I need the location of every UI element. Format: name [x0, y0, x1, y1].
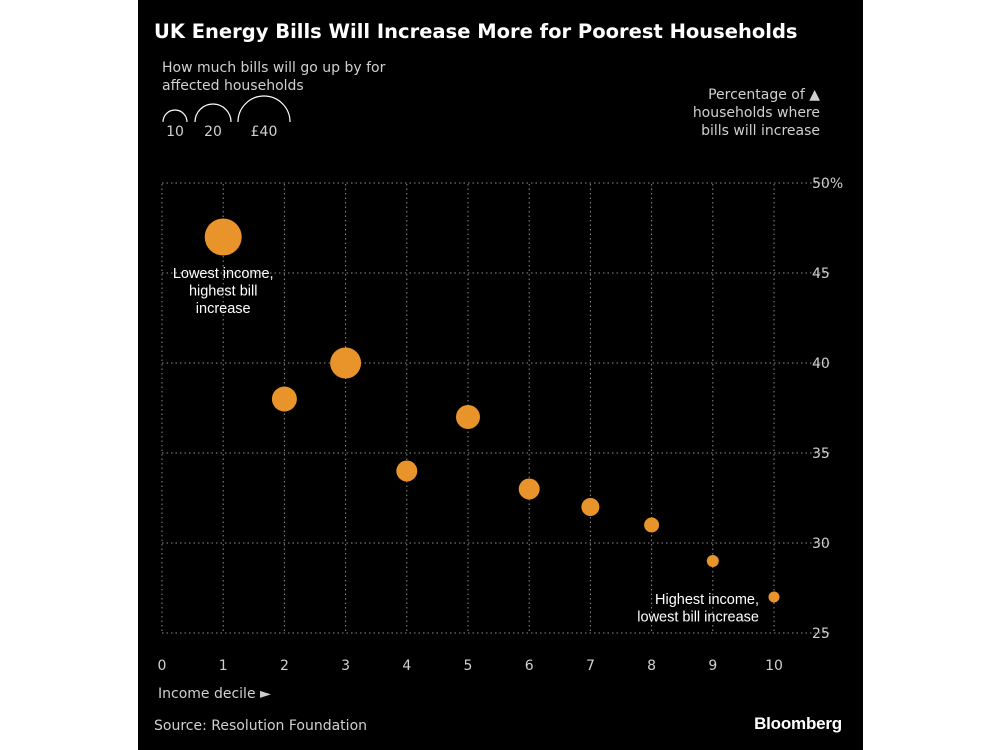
x-tick-label: 2 [280, 658, 289, 674]
size-legend-arc [162, 109, 188, 123]
bubbles [204, 218, 780, 603]
chart-title: UK Energy Bills Will Increase More for P… [154, 20, 798, 43]
x-tick-label: 3 [341, 658, 350, 674]
x-tick-label: 5 [464, 658, 473, 674]
bubble [706, 555, 719, 567]
size-legend-label: £40 [251, 124, 278, 140]
x-tick-label: 6 [525, 658, 534, 674]
size-legend: 10 20 £40 [162, 95, 291, 140]
y-tick-label: 25 [812, 626, 830, 642]
x-tick-label: 1 [219, 658, 228, 674]
size-legend-arc [194, 103, 232, 123]
x-tick-label: 4 [402, 658, 411, 674]
bubble [644, 517, 660, 533]
annotation-label: increase [196, 301, 251, 317]
source-note: Source: Resolution Foundation [154, 718, 368, 734]
y-tick-label: 45 [812, 266, 830, 282]
bubble [396, 460, 418, 482]
gridlines [161, 182, 830, 634]
annotation-label: Lowest income, [173, 266, 274, 282]
size-legend-title: How much bills will go up by for affecte… [162, 60, 386, 94]
x-axis-ticks: 0 1 2 3 4 5 6 7 8 9 10 [158, 658, 783, 674]
annotation-label: highest bill [189, 284, 258, 300]
y-tick-label: 35 [812, 446, 830, 462]
bubble [768, 591, 780, 603]
bubble [456, 405, 480, 429]
bubble [518, 478, 540, 500]
bubble [271, 386, 297, 412]
y-tick-label: 30 [812, 536, 830, 552]
chart-panel: UK Energy Bills Will Increase More for P… [138, 0, 863, 750]
bubble [204, 218, 242, 256]
bloomberg-logo: Bloomberg [754, 714, 842, 733]
x-tick-label: 10 [765, 658, 783, 674]
y-tick-label: 40 [812, 356, 830, 372]
size-legend-arc [237, 95, 291, 123]
x-tick-label: 7 [586, 658, 595, 674]
x-tick-label: 9 [708, 658, 717, 674]
x-tick-label: 8 [647, 658, 656, 674]
bubble [330, 347, 362, 379]
x-axis-title: Income decile ► [158, 686, 271, 702]
y-axis-ticks: 25 30 35 40 45 50% [812, 176, 843, 642]
size-legend-label: 10 [166, 124, 184, 140]
annotation-label: lowest bill increase [637, 610, 759, 626]
y-axis-title: Percentage of ▲ households where bills w… [692, 87, 820, 139]
y-tick-label: 50% [812, 176, 843, 192]
annotation-label: Highest income, [655, 592, 759, 608]
x-tick-label: 0 [158, 658, 167, 674]
size-legend-label: 20 [204, 124, 222, 140]
bubble [581, 498, 600, 516]
